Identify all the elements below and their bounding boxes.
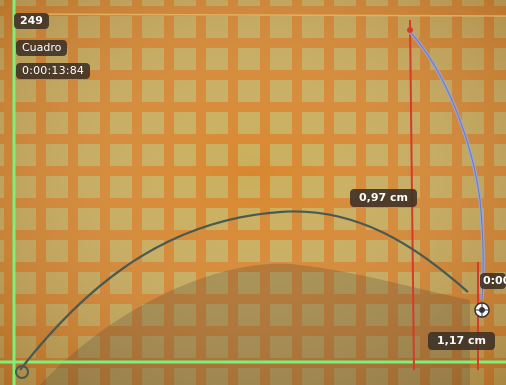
frame-top-edge xyxy=(13,13,506,17)
clipped-time-label: 0:00 xyxy=(480,273,506,289)
tracked-path-core xyxy=(409,31,484,301)
distance-label-upper[interactable]: 0,97 cm xyxy=(350,189,417,207)
crosshair-target-icon[interactable] xyxy=(474,302,490,318)
time-readout: 0:00:13:84 xyxy=(16,63,91,79)
marker-handle-top[interactable] xyxy=(407,27,413,33)
frame-number-badge: 249 xyxy=(14,13,49,29)
droplet-shadow xyxy=(40,263,470,385)
trajectory-path[interactable] xyxy=(19,210,469,371)
frame-label: Cuadro xyxy=(16,40,68,56)
origin-marker-icon[interactable] xyxy=(15,365,29,379)
distance-label-lower[interactable]: 1,17 cm xyxy=(428,332,495,350)
